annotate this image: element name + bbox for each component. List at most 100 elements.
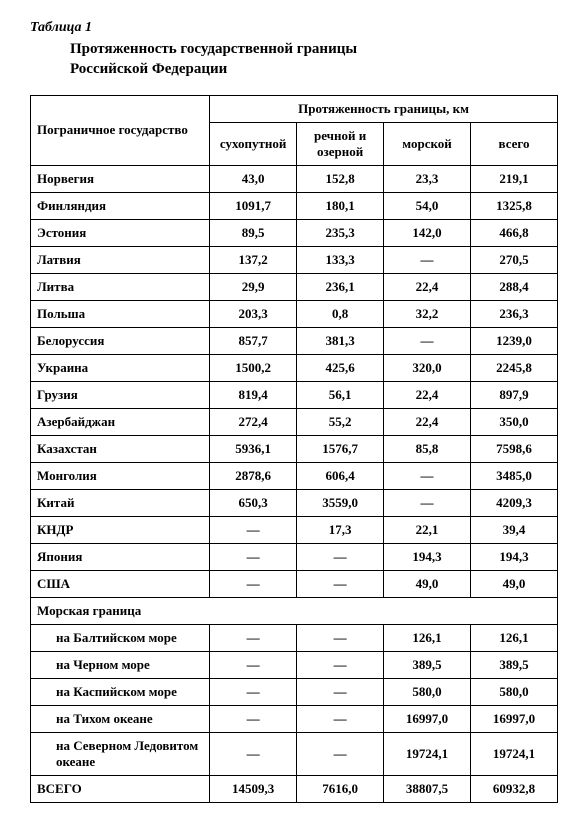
country-name: США — [31, 570, 210, 597]
header-land: сухопутной — [210, 122, 297, 165]
cell-river: 236,1 — [297, 273, 384, 300]
cell-land: 5936,1 — [210, 435, 297, 462]
cell-sea: 22,4 — [384, 273, 471, 300]
cell-land: — — [210, 570, 297, 597]
table-row: на Тихом океане——16997,016997,0 — [31, 705, 558, 732]
cell-total: 194,3 — [471, 543, 558, 570]
cell-sea: — — [384, 327, 471, 354]
table-row: Белоруссия857,7381,3—1239,0 — [31, 327, 558, 354]
cell-land: 650,3 — [210, 489, 297, 516]
country-name: Япония — [31, 543, 210, 570]
cell-sea: 389,5 — [384, 651, 471, 678]
country-name: Грузия — [31, 381, 210, 408]
cell-river: — — [297, 543, 384, 570]
cell-land: 2878,6 — [210, 462, 297, 489]
country-name: Литва — [31, 273, 210, 300]
cell-total: 466,8 — [471, 219, 558, 246]
country-name: на Каспийском море — [31, 678, 210, 705]
cell-sea: — — [384, 246, 471, 273]
cell-total: 389,5 — [471, 651, 558, 678]
cell-sea: 16997,0 — [384, 705, 471, 732]
header-country: Пограничное государство — [31, 95, 210, 165]
cell-sea: 85,8 — [384, 435, 471, 462]
header-total: всего — [471, 122, 558, 165]
cell-total: 236,3 — [471, 300, 558, 327]
country-name: Эстония — [31, 219, 210, 246]
cell-land: 857,7 — [210, 327, 297, 354]
cell-land: 43,0 — [210, 165, 297, 192]
title-line1: Протяженность государственной границы — [70, 41, 357, 57]
cell-land: — — [210, 732, 297, 775]
cell-land: 137,2 — [210, 246, 297, 273]
header-sea: морской — [384, 122, 471, 165]
cell-total: 1325,8 — [471, 192, 558, 219]
country-name: на Северном Ледовитом океане — [31, 732, 210, 775]
cell-total: 49,0 — [471, 570, 558, 597]
cell-sea: 19724,1 — [384, 732, 471, 775]
cell-land: 272,4 — [210, 408, 297, 435]
cell-sea: — — [384, 462, 471, 489]
cell-land: 203,3 — [210, 300, 297, 327]
cell-total: 897,9 — [471, 381, 558, 408]
cell-sea: 54,0 — [384, 192, 471, 219]
cell-river: — — [297, 651, 384, 678]
cell-total: 16997,0 — [471, 705, 558, 732]
table-row: на Балтийском море——126,1126,1 — [31, 624, 558, 651]
cell-total: 19724,1 — [471, 732, 558, 775]
cell-land: 1500,2 — [210, 354, 297, 381]
cell-river: 17,3 — [297, 516, 384, 543]
table-row: Эстония89,5235,3142,0466,8 — [31, 219, 558, 246]
cell-sea: 580,0 — [384, 678, 471, 705]
table-title: Протяженность государственной границы Ро… — [70, 39, 558, 80]
cell-sea: 22,4 — [384, 381, 471, 408]
cell-land: — — [210, 543, 297, 570]
cell-river: — — [297, 705, 384, 732]
table-row: КНДР—17,322,139,4 — [31, 516, 558, 543]
cell-total: 1239,0 — [471, 327, 558, 354]
table-row: на Черном море——389,5389,5 — [31, 651, 558, 678]
country-name: ВСЕГО — [31, 775, 210, 802]
country-name: Монголия — [31, 462, 210, 489]
country-name: Украина — [31, 354, 210, 381]
table-row: Финляндия1091,7180,154,01325,8 — [31, 192, 558, 219]
cell-total: 39,4 — [471, 516, 558, 543]
table-row: на Северном Ледовитом океане——19724,1197… — [31, 732, 558, 775]
cell-river: 0,8 — [297, 300, 384, 327]
table-row: Норвегия43,0152,823,3219,1 — [31, 165, 558, 192]
table-row: Латвия137,2133,3—270,5 — [31, 246, 558, 273]
cell-sea: 22,1 — [384, 516, 471, 543]
cell-sea: 320,0 — [384, 354, 471, 381]
table-row: Литва29,9236,122,4288,4 — [31, 273, 558, 300]
country-name: Латвия — [31, 246, 210, 273]
cell-total: 4209,3 — [471, 489, 558, 516]
cell-land: 29,9 — [210, 273, 297, 300]
cell-total: 270,5 — [471, 246, 558, 273]
sea-section-header: Морская граница — [31, 597, 558, 624]
cell-sea: 142,0 — [384, 219, 471, 246]
cell-land: — — [210, 651, 297, 678]
table-row: Польша203,30,832,2236,3 — [31, 300, 558, 327]
table-row: Япония——194,3194,3 — [31, 543, 558, 570]
cell-total: 2245,8 — [471, 354, 558, 381]
cell-sea: 38807,5 — [384, 775, 471, 802]
cell-river: 152,8 — [297, 165, 384, 192]
cell-sea: 32,2 — [384, 300, 471, 327]
cell-river: — — [297, 678, 384, 705]
country-name: на Черном море — [31, 651, 210, 678]
table-row: Казахстан5936,11576,785,87598,6 — [31, 435, 558, 462]
country-name: КНДР — [31, 516, 210, 543]
cell-sea: — — [384, 489, 471, 516]
cell-river: 180,1 — [297, 192, 384, 219]
title-line2: Российской Федерации — [70, 61, 227, 77]
table-row: на Каспийском море——580,0580,0 — [31, 678, 558, 705]
table-row: ВСЕГО14509,37616,038807,560932,8 — [31, 775, 558, 802]
country-name: Финляндия — [31, 192, 210, 219]
cell-river: 1576,7 — [297, 435, 384, 462]
cell-river: 606,4 — [297, 462, 384, 489]
cell-total: 60932,8 — [471, 775, 558, 802]
header-river: речной и озерной — [297, 122, 384, 165]
cell-land: — — [210, 624, 297, 651]
cell-river: 7616,0 — [297, 775, 384, 802]
cell-river: 55,2 — [297, 408, 384, 435]
table-row: Азербайджан272,455,222,4350,0 — [31, 408, 558, 435]
